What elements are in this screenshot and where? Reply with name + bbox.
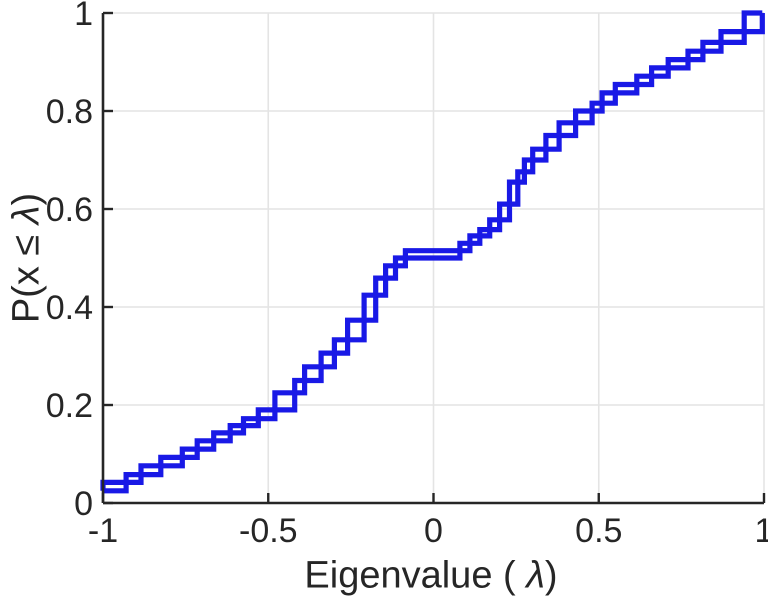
y-axis-label-text: P(x ≤ xyxy=(5,224,48,324)
y-tick-label-1: 0.2 xyxy=(46,387,93,425)
lambda-symbol: λ xyxy=(5,205,48,225)
x-axis-label-text: Eigenvalue ( xyxy=(304,554,527,597)
x-tick-label-2: 0 xyxy=(424,512,443,550)
lambda-symbol: λ xyxy=(526,554,545,597)
y-tick-label-3: 0.6 xyxy=(46,191,93,229)
x-tick-label-3: 0.5 xyxy=(575,512,622,550)
x-axis-label: Eigenvalue ( λ) xyxy=(304,555,557,598)
cdf-step-curve-lower xyxy=(103,13,765,494)
x-tick-label-0: -1 xyxy=(88,512,118,550)
y-tick-label-4: 0.8 xyxy=(46,93,93,131)
y-axis-label: P(x ≤ λ) xyxy=(6,193,49,323)
y-axis-label-close: ) xyxy=(5,192,48,206)
x-tick-label-4: 1 xyxy=(755,512,768,550)
x-axis-label-close: ) xyxy=(544,554,558,597)
cdf-step-curve-upper xyxy=(100,10,763,491)
y-tick-label-0: 0 xyxy=(74,485,93,523)
x-tick-label-1: -0.5 xyxy=(239,512,298,550)
y-tick-label-2: 0.4 xyxy=(46,289,93,327)
y-tick-label-5: 1 xyxy=(74,0,93,33)
